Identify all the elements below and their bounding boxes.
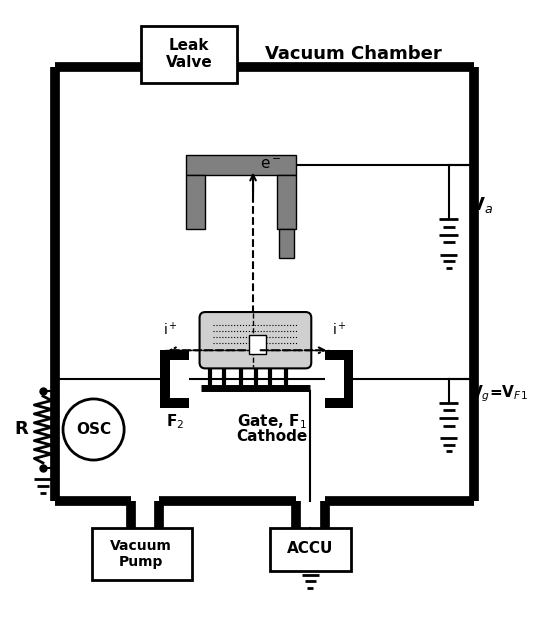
Bar bbox=[170, 360, 189, 398]
Text: e$^-$: e$^-$ bbox=[260, 158, 281, 173]
Circle shape bbox=[63, 399, 124, 460]
Text: V$_g$=V$_{F1}$: V$_g$=V$_{F1}$ bbox=[470, 383, 528, 404]
Bar bbox=[277, 175, 296, 229]
Text: Vacuum Chamber: Vacuum Chamber bbox=[265, 45, 442, 63]
Text: i$^+$: i$^+$ bbox=[332, 322, 347, 339]
Text: i$^+$: i$^+$ bbox=[162, 322, 177, 339]
Bar bbox=[186, 155, 296, 175]
Text: ACCU: ACCU bbox=[287, 541, 334, 557]
Text: Gate, F$_1$: Gate, F$_1$ bbox=[237, 413, 307, 431]
Bar bbox=[325, 350, 354, 408]
Text: V$_a$: V$_a$ bbox=[470, 195, 493, 215]
Bar bbox=[249, 335, 266, 354]
Bar bbox=[270, 528, 351, 571]
Bar bbox=[160, 350, 189, 408]
Text: F$_2$: F$_2$ bbox=[166, 413, 184, 431]
FancyBboxPatch shape bbox=[200, 312, 311, 368]
Bar bbox=[279, 229, 294, 258]
Bar bbox=[186, 175, 205, 229]
FancyBboxPatch shape bbox=[142, 26, 237, 83]
Text: R: R bbox=[14, 421, 28, 438]
Text: OSC: OSC bbox=[76, 422, 111, 437]
Bar bbox=[325, 360, 344, 398]
Text: Leak
Valve: Leak Valve bbox=[166, 38, 213, 71]
Bar bbox=[92, 528, 192, 580]
Text: Vacuum
Pump: Vacuum Pump bbox=[111, 538, 172, 569]
Text: Cathode: Cathode bbox=[237, 429, 308, 444]
